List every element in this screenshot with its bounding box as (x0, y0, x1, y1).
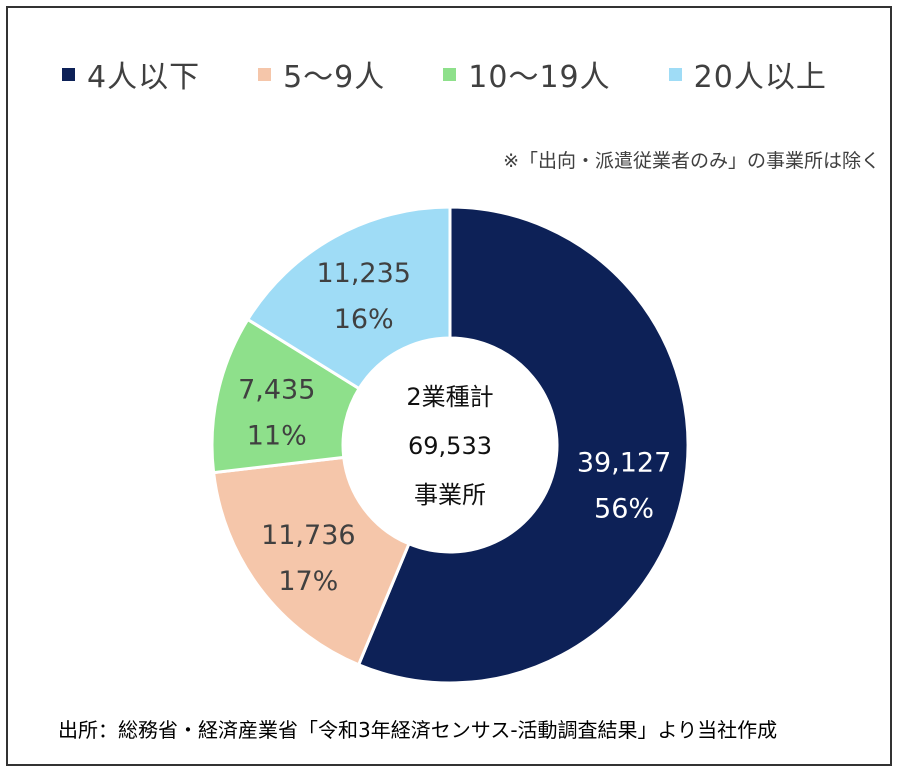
center-label-line-1: 2業種計 (406, 383, 493, 411)
legend-label-2: 10～19人 (468, 60, 611, 95)
data-label-percent-3: 16% (334, 304, 394, 335)
exclusion-note: ※「出向・派遣従業者のみ」の事業所は除く (503, 150, 880, 172)
data-label-percent-0: 56% (594, 494, 654, 525)
data-label-value-3: 11,235 (316, 258, 410, 289)
legend-label-0: 4人以下 (87, 60, 201, 95)
center-label-line-3: 事業所 (414, 481, 486, 509)
legend-item-3: 20人以上 (668, 52, 827, 96)
source-note: 出所：総務省・経済産業省「令和3年経済センサス-活動調査結果」より当社作成 (58, 718, 778, 742)
legend-swatch-0 (62, 67, 75, 81)
legend-item-1: 5～9人 (258, 52, 385, 96)
legend-label-3: 20人以上 (693, 60, 827, 95)
legend-label-1: 5～9人 (283, 60, 386, 95)
donut-slices (210, 205, 690, 685)
data-label-percent-2: 11% (247, 420, 307, 451)
data-label-value-2: 7,435 (238, 374, 315, 405)
legend-item-2: 10～19人 (443, 52, 610, 96)
data-label-value-1: 11,736 (261, 520, 355, 551)
legend-item-0: 4人以下 (62, 52, 200, 96)
data-labels: 39,127 56% 11,736 17% 7,435 11% 11,235 16% (238, 258, 671, 597)
legend-swatch-3 (668, 67, 682, 81)
data-label-value-0: 39,127 (577, 448, 671, 479)
data-label-percent-1: 17% (278, 566, 338, 597)
legend-swatch-2 (443, 67, 457, 81)
legend-swatch-1 (258, 67, 272, 81)
center-label-line-2: 69,533 (408, 432, 492, 460)
legend: 4人以下 5～9人 10～19人 20人以上 (62, 52, 885, 96)
donut-hole (343, 338, 557, 552)
